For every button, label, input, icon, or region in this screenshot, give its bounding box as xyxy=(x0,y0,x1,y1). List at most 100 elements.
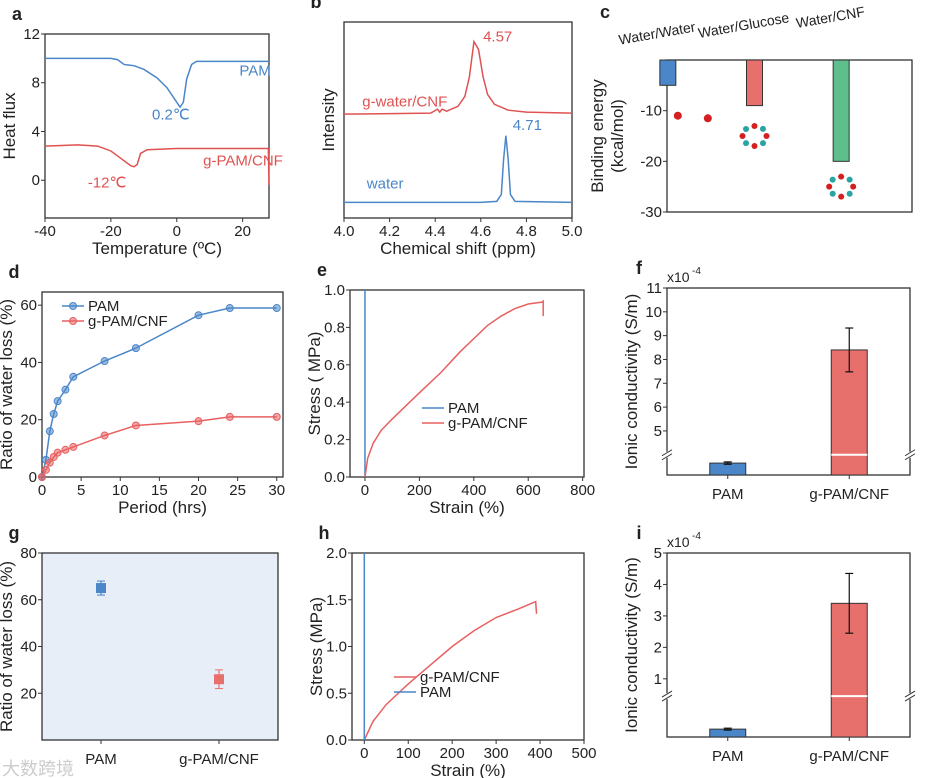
y-tick-label: 8 xyxy=(654,351,662,368)
data-point xyxy=(45,427,54,436)
y-tick-label: 6 xyxy=(654,399,662,416)
panel-letter: i xyxy=(636,523,641,543)
y-tick-label: 4 xyxy=(32,123,40,140)
panel-h: h 0 100 200 300 400 500 0.0 0.5 1.0 1.5 2.0 Strain (… xyxy=(307,523,597,778)
y-tick-label: -20 xyxy=(640,153,662,170)
x-tick-label: 4.6 xyxy=(470,223,491,240)
y-tick-label: 0 xyxy=(29,469,37,486)
water-molecule-icon xyxy=(703,114,712,123)
data-point xyxy=(53,397,62,406)
legend-marker xyxy=(69,317,77,325)
x-tick-label: 20 xyxy=(234,223,251,240)
x-tick-label: 400 xyxy=(528,745,553,762)
axis-multiplier: x10 xyxy=(667,269,690,285)
atom xyxy=(829,190,836,197)
axis-break-mark xyxy=(661,690,673,698)
glucose-molecule-icon xyxy=(739,123,770,149)
legend-label: PAM xyxy=(448,400,479,417)
series-line-g-water-cnf xyxy=(343,39,573,115)
x-tick-label: 4.8 xyxy=(516,223,537,240)
data-point xyxy=(41,465,50,474)
panel-letter: c xyxy=(600,2,610,22)
legend-label: g-PAM/CNF xyxy=(448,415,528,432)
data-point xyxy=(194,417,203,426)
series-line-water xyxy=(344,135,573,204)
y-tick-label: 5 xyxy=(654,423,662,440)
panel-letter: d xyxy=(9,262,20,282)
legend-marker xyxy=(69,302,77,310)
x-tick-label: 400 xyxy=(461,482,486,499)
atom xyxy=(751,123,758,130)
atom xyxy=(759,140,766,147)
y-tick-label: 0.5 xyxy=(326,685,347,702)
category-label: Water/CNF xyxy=(795,3,866,31)
x-axis-label: Period (hrs) xyxy=(118,498,207,517)
annotation: g-water/CNF xyxy=(362,93,447,110)
x-axis-label: Strain (%) xyxy=(429,498,505,517)
atom xyxy=(829,176,836,183)
annotation: 0.2℃ xyxy=(152,106,190,123)
panel-c: c -10 -20 -30 Binding energy (kcal/mol) Water/… xyxy=(588,2,913,221)
data-point xyxy=(100,357,109,366)
y-tick-label: 20 xyxy=(20,685,37,702)
y-axis-label: Ratio of water loss (%) xyxy=(0,299,16,470)
y-axis-label: Ionic conductivity (S/m) xyxy=(622,294,641,470)
x-tick-label: 600 xyxy=(516,482,541,499)
atom xyxy=(846,176,853,183)
y-tick-label: 0.6 xyxy=(324,357,345,374)
axis-break-mark xyxy=(904,453,916,461)
series-line-pam xyxy=(41,307,277,478)
plot-frame xyxy=(343,21,573,219)
atom xyxy=(826,183,833,190)
atom xyxy=(743,140,750,147)
category-label: PAM xyxy=(712,486,743,503)
y-tick-label: 3 xyxy=(654,608,662,625)
x-tick-label: 10 xyxy=(112,482,129,499)
atom xyxy=(838,173,845,180)
annotation: -12℃ xyxy=(88,175,127,192)
x-tick-label: 200 xyxy=(407,482,432,499)
panel-e: e 0 200 400 600 800 0.0 0.2 0.4 0.6 0.8 1.0 Strain (… xyxy=(305,260,595,517)
atom xyxy=(763,133,770,139)
axis-multiplier: x10 xyxy=(667,534,690,550)
x-tick-label: 800 xyxy=(570,482,595,499)
panel-letter: f xyxy=(636,258,643,278)
x-tick-label: 5 xyxy=(77,482,85,499)
y-axis-label: Stress (MPa) xyxy=(307,597,326,696)
panel-letter: g xyxy=(9,523,20,543)
y-tick-label: -10 xyxy=(640,103,662,120)
data-point xyxy=(69,442,78,451)
x-tick-label: 4.2 xyxy=(379,223,400,240)
data-point xyxy=(214,674,224,685)
panel-i: i 1 2 3 4 5 Ionic conductivity (S/m) x10 -4 PAM g-… xyxy=(622,523,916,765)
y-tick-label: 5 xyxy=(654,545,662,562)
plot-frame xyxy=(44,33,270,219)
axis-break-mark xyxy=(661,694,673,702)
y-tick-label: 2 xyxy=(654,639,662,656)
data-point xyxy=(272,412,281,421)
panel-d: d 0 5 10 15 20 25 30 0 20 40 60 Period (hrs) Ratio of… xyxy=(0,262,285,517)
data-point xyxy=(69,372,78,381)
y-tick-label: 0.4 xyxy=(324,394,345,411)
axis-break-gap xyxy=(663,693,671,700)
y-tick-label: 10 xyxy=(645,304,662,321)
atom xyxy=(838,193,845,200)
panel-b: b 4.0 4.2 4.4 4.6 4.8 5.0 Chemical shift (ppm) I… xyxy=(311,0,583,258)
x-tick-label: 25 xyxy=(229,482,246,499)
x-tick-label: 30 xyxy=(268,482,285,499)
panel-letter: a xyxy=(12,4,23,24)
axis-break-gap xyxy=(663,451,671,458)
y-axis-label: Heat flux xyxy=(0,92,19,160)
y-tick-label: 0.2 xyxy=(324,432,345,449)
axis-break-mark xyxy=(904,449,916,457)
y-tick-label: 4 xyxy=(654,576,662,593)
x-tick-label: 0 xyxy=(173,223,181,240)
category-label: PAM xyxy=(712,748,743,765)
water-molecule-icon xyxy=(673,111,682,120)
series-line-g-pam-cnf xyxy=(364,299,544,478)
data-point xyxy=(131,344,140,353)
x-tick-label: 0 xyxy=(361,482,369,499)
panel-f: f 5 6 7 8 9 10 11 Ionic conductivity (S/m) x10 -4 P… xyxy=(622,258,916,503)
